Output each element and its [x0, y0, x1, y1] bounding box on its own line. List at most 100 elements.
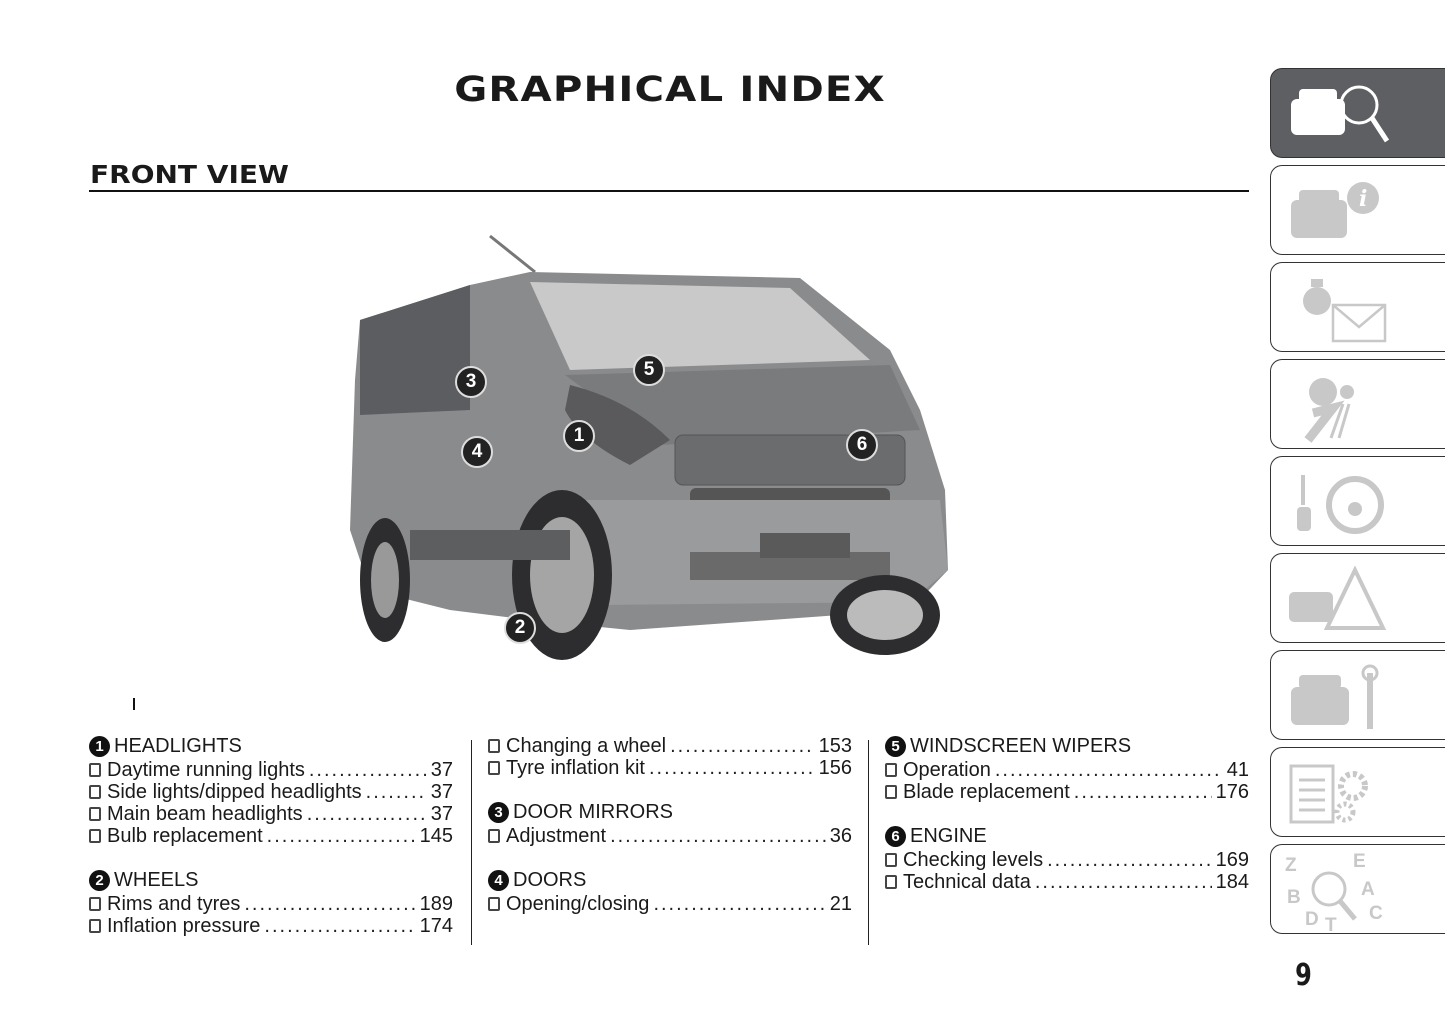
index-entry[interactable]: Adjustment 36: [488, 825, 852, 847]
leader-dots: [670, 735, 815, 757]
page-ref[interactable]: 169: [1215, 849, 1249, 871]
index-entry[interactable]: Technical data 184: [885, 871, 1249, 893]
leader-dots: [1047, 849, 1212, 871]
tab-emergency[interactable]: [1270, 553, 1445, 643]
checkbox-icon: [89, 785, 101, 799]
leader-dots: [307, 803, 427, 825]
leader-dots: [1035, 871, 1212, 893]
car-magnifier-icon: [1291, 85, 1390, 143]
page-ref[interactable]: 41: [1226, 759, 1249, 781]
page-ref[interactable]: 36: [829, 825, 852, 847]
leader-dots: [244, 893, 415, 915]
number-badge: 3: [488, 801, 509, 823]
leader-dots: [309, 759, 427, 781]
group-door-mirrors: 3 DOOR MIRRORS: [488, 801, 852, 823]
index-entry[interactable]: Tyre inflation kit 156: [488, 757, 852, 779]
tab-alphabetical-index[interactable]: Z E B A D C T: [1270, 844, 1445, 936]
checkbox-icon: [885, 875, 897, 889]
index-letter: B: [1287, 887, 1301, 908]
callout-6: 6: [846, 429, 878, 461]
callout-1: 1: [563, 420, 595, 452]
index-letter: Z: [1285, 855, 1297, 876]
column-divider: [868, 740, 869, 945]
index-letter: D: [1305, 909, 1319, 930]
index-letter: A: [1361, 879, 1375, 900]
page-ref[interactable]: 184: [1215, 871, 1249, 893]
checkbox-icon: [488, 739, 500, 753]
number-badge: 6: [885, 825, 906, 847]
leader-dots: [267, 825, 416, 847]
van-front-view-illustration: 1 2 3 4 5 6: [330, 230, 970, 670]
entry-text: Daytime running lights: [107, 759, 305, 781]
warning-light-message-icon: [1303, 279, 1387, 343]
checkbox-icon: [488, 761, 500, 775]
index-entry[interactable]: Bulb replacement 145: [89, 825, 453, 847]
index-entry[interactable]: Rims and tyres 189: [89, 893, 453, 915]
callout-4: 4: [461, 436, 493, 468]
index-column-2: Changing a wheel 153 Tyre inflation kit 15…: [488, 735, 852, 915]
group-wheels: 2 WHEELS: [89, 869, 453, 891]
entry-text: Tyre inflation kit: [506, 757, 645, 779]
leader-dots: [366, 781, 427, 803]
page-ref[interactable]: 174: [419, 915, 453, 937]
page-ref[interactable]: 37: [430, 759, 453, 781]
group-title: WINDSCREEN WIPERS: [910, 735, 1132, 757]
index-entry[interactable]: Daytime running lights 37: [89, 759, 453, 781]
page-ref[interactable]: 21: [829, 893, 852, 915]
checkbox-icon: [885, 785, 897, 799]
tab-technical-data[interactable]: [1270, 747, 1445, 837]
index-entry[interactable]: Opening/closing 21: [488, 893, 852, 915]
checkbox-icon: [89, 897, 101, 911]
tab-knowing-vehicle[interactable]: i: [1270, 165, 1445, 255]
page-ref[interactable]: 189: [419, 893, 453, 915]
group-title: ENGINE: [910, 825, 987, 847]
page-ref[interactable]: 156: [818, 757, 852, 779]
page-ref[interactable]: 153: [818, 735, 852, 757]
data-sheet-gears-icon: [1289, 764, 1368, 824]
tab-safety[interactable]: [1270, 359, 1445, 449]
leader-dots: [264, 915, 415, 937]
page-number: 9: [1295, 958, 1312, 993]
page-ref[interactable]: 37: [430, 781, 453, 803]
checkbox-icon: [488, 897, 500, 911]
index-entry[interactable]: Operation 41: [885, 759, 1249, 781]
car-wrench-icon: [1291, 664, 1379, 729]
entry-text: Rims and tyres: [107, 893, 241, 915]
entry-text: Adjustment: [506, 825, 607, 847]
index-entry[interactable]: Blade replacement 176: [885, 781, 1249, 803]
number-badge: 2: [89, 869, 110, 891]
entry-text: Opening/closing: [506, 893, 650, 915]
group-engine: 6 ENGINE: [885, 825, 1249, 847]
group-windscreen-wipers: 5 WINDSCREEN WIPERS: [885, 735, 1249, 757]
page-ref[interactable]: 145: [419, 825, 453, 847]
tab-dashboard[interactable]: [1270, 262, 1445, 352]
callout-5: 5: [633, 354, 665, 386]
index-entry[interactable]: Changing a wheel 153: [488, 735, 852, 757]
tab-starting-driving[interactable]: [1270, 456, 1445, 546]
index-entry[interactable]: Main beam headlights 37: [89, 803, 453, 825]
group-title: DOORS: [513, 869, 587, 891]
page-title: GRAPHICAL INDEX: [454, 70, 886, 110]
index-entry[interactable]: Checking levels 169: [885, 849, 1249, 871]
callout-2: 2: [504, 612, 536, 644]
number-badge: 4: [488, 869, 509, 891]
entry-text: Checking levels: [903, 849, 1044, 871]
page-ref[interactable]: 176: [1215, 781, 1249, 803]
checkbox-icon: [89, 919, 101, 933]
entry-text: Blade replacement: [903, 781, 1070, 803]
tab-maintenance[interactable]: [1270, 650, 1445, 740]
group-headlights: 1 HEADLIGHTS: [89, 735, 453, 757]
checkbox-icon: [885, 763, 897, 777]
group-title: DOOR MIRRORS: [513, 801, 673, 823]
tab-graphical-index[interactable]: [1270, 68, 1445, 158]
car-warning-triangle-icon: [1289, 565, 1387, 630]
page-ref[interactable]: 37: [430, 803, 453, 825]
leader-dots: [649, 757, 815, 779]
index-entry[interactable]: Inflation pressure 174: [89, 915, 453, 937]
index-entry[interactable]: Side lights/dipped headlights 37: [89, 781, 453, 803]
leader-dots: [610, 825, 826, 847]
entry-text: Main beam headlights: [107, 803, 303, 825]
group-title: WHEELS: [114, 869, 199, 891]
